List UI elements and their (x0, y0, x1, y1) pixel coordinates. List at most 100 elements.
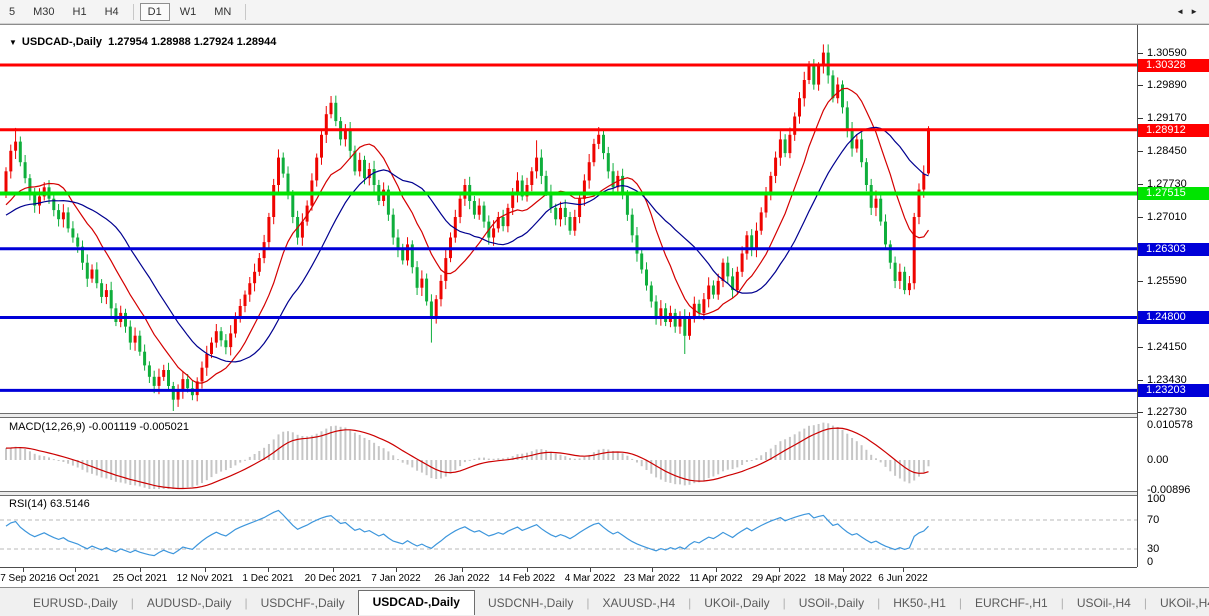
tab-ukoil-h4[interactable]: UKOil-,H4 (1159, 596, 1209, 610)
tab-separator: | (244, 596, 248, 610)
date-tick-mark (75, 568, 76, 572)
price-tick-mark (1138, 217, 1143, 218)
price-tick-mark (1138, 347, 1143, 348)
tab-separator: | (130, 596, 134, 610)
date-tick-label: 18 May 2022 (814, 573, 872, 584)
date-tick-mark (462, 568, 463, 572)
date-tick-label: 11 Apr 2022 (689, 573, 743, 584)
tab-xauusd-h4[interactable]: XAUUSD-,H4 (602, 596, 676, 610)
date-tick-label: 1 Dec 2021 (242, 573, 294, 584)
date-tick-mark (843, 568, 844, 572)
macd-label: MACD(12,26,9) -0.001119 -0.005021 (9, 421, 189, 433)
macd-axis-label: -0.00896 (1147, 484, 1191, 496)
macd-axis-label: 0.00 (1147, 454, 1169, 466)
tab-scroll-left-icon[interactable]: ◄ (1176, 7, 1191, 16)
tab-eurusd-daily[interactable]: EURUSD-,Daily (33, 596, 118, 610)
timeframe-h1[interactable]: H1 (72, 5, 87, 18)
timeframe-mn[interactable]: MN (214, 5, 232, 18)
price-chart-canvas[interactable] (0, 25, 1137, 411)
timeframe-d1[interactable]: D1 (139, 2, 170, 21)
price-tick-label: 1.28450 (1147, 145, 1187, 157)
tab-usoil-daily[interactable]: USOil-,Daily (798, 596, 865, 610)
macd-canvas[interactable] (0, 418, 1137, 491)
tab-separator: | (688, 596, 692, 610)
date-tick-label: 6 Jun 2022 (878, 573, 928, 584)
price-tick-label: 1.29170 (1147, 112, 1187, 124)
price-tick-mark (1138, 118, 1143, 119)
level-price-badge: 1.27515 (1138, 187, 1209, 200)
tab-separator: | (877, 596, 881, 610)
price-tick-mark (1138, 281, 1143, 282)
date-tick-label: 26 Jan 2022 (434, 573, 490, 584)
tab-separator: | (958, 596, 963, 610)
tab-scroll-right-icon[interactable]: ► (1190, 7, 1204, 16)
level-price-badge: 1.28912 (1138, 124, 1209, 137)
date-tick-mark (23, 568, 24, 572)
date-tick-mark (903, 568, 904, 572)
tab-audusd-daily[interactable]: AUDUSD-,Daily (146, 596, 232, 610)
level-price-badge: 1.30328 (1138, 59, 1209, 72)
macd-rsi-splitter[interactable] (0, 491, 1137, 496)
level-price-badge: 1.23203 (1138, 384, 1209, 397)
price-axis[interactable]: 1.30590 1.29890 1.29170 1.28450 1.27730 1.270… (1137, 25, 1209, 568)
date-tick-mark (779, 568, 780, 572)
price-tick-mark (1138, 184, 1143, 185)
price-tick-label: 1.22730 (1147, 406, 1187, 418)
price-tick-label: 1.25590 (1147, 275, 1187, 287)
price-tick-mark (1138, 53, 1143, 54)
level-price-badge: 1.26303 (1138, 243, 1209, 256)
date-tick-label: 4 Mar 2022 (564, 573, 616, 584)
date-tick-mark (527, 568, 528, 572)
timeframe-w1[interactable]: W1 (179, 5, 197, 18)
date-tick-mark (140, 568, 141, 572)
price-tick-label: 1.27010 (1147, 211, 1187, 223)
tab-separator: | (1060, 596, 1064, 610)
toolbar-separator (245, 3, 247, 20)
chart-tab-bar: EURUSD-,Daily | AUDUSD-,Daily | USDCHF-,Dail… (0, 589, 1209, 616)
tab-separator: | (586, 596, 590, 610)
price-tick-mark (1138, 151, 1143, 152)
tab-usdchf-daily[interactable]: USDCHF-,Daily (260, 596, 345, 610)
date-tick-label: 6 Oct 2021 (50, 573, 100, 584)
level-price-badge: 1.24800 (1138, 311, 1209, 324)
tab-separator: | (1143, 596, 1147, 610)
timeframe-m30[interactable]: M30 (33, 5, 55, 18)
date-tick-label: 7 Jan 2022 (371, 573, 421, 584)
time-axis[interactable]: 17 Sep 2021 6 Oct 2021 25 Oct 2021 12 Nov 2… (0, 567, 1137, 586)
tab-usdcad-daily[interactable]: USDCAD-,Daily (357, 589, 475, 615)
toolbar-separator (132, 3, 134, 20)
date-tick-mark (333, 568, 334, 572)
tab-usdcnh-daily[interactable]: USDCNH-,Daily (487, 596, 574, 610)
timeframe-5[interactable]: 5 (9, 5, 16, 18)
tab-hk50-h1[interactable]: HK50-,H1 (893, 596, 946, 610)
tab-separator: | (782, 596, 786, 610)
rsi-canvas[interactable] (0, 495, 1137, 567)
tab-usoil-h4[interactable]: USOil-,H4 (1076, 596, 1131, 610)
tab-eurchf-h1[interactable]: EURCHF-,H1 (975, 596, 1048, 610)
date-tick-label: 14 Feb 2022 (498, 573, 556, 584)
chart-symbol-period: USDCAD-,Daily (21, 36, 102, 48)
price-macd-splitter[interactable] (0, 413, 1137, 418)
tab-ukoil-daily[interactable]: UKOil-,Daily (704, 596, 770, 610)
rsi-axis-label: 70 (1147, 514, 1160, 526)
date-tick-mark (268, 568, 269, 572)
price-tick-mark (1138, 412, 1143, 413)
tab-scroll-arrows: ◄► (1176, 7, 1204, 16)
price-tick-label: 1.30590 (1147, 47, 1187, 59)
price-tick-mark (1138, 380, 1143, 381)
price-tick-label: 1.23430 (1147, 374, 1187, 386)
date-tick-mark (716, 568, 717, 572)
date-tick-label: 17 Sep 2021 (0, 573, 52, 584)
date-tick-mark (396, 568, 397, 572)
date-tick-mark (590, 568, 591, 572)
price-tick-mark (1138, 85, 1143, 86)
chart-window: ▼ USDCAD-,Daily 1.27954 1.28988 1.27924 1… (0, 24, 1209, 588)
chart-dropdown-icon: ▼ (9, 38, 17, 47)
timeframe-h4[interactable]: H4 (104, 5, 119, 18)
chart-ohlc-values: 1.27954 1.28988 1.27924 1.28944 (108, 36, 277, 48)
date-tick-label: 23 Mar 2022 (623, 573, 681, 584)
date-tick-label: 20 Dec 2021 (304, 573, 362, 584)
rsi-axis-label: 30 (1147, 543, 1160, 555)
date-tick-label: 12 Nov 2021 (176, 573, 234, 584)
